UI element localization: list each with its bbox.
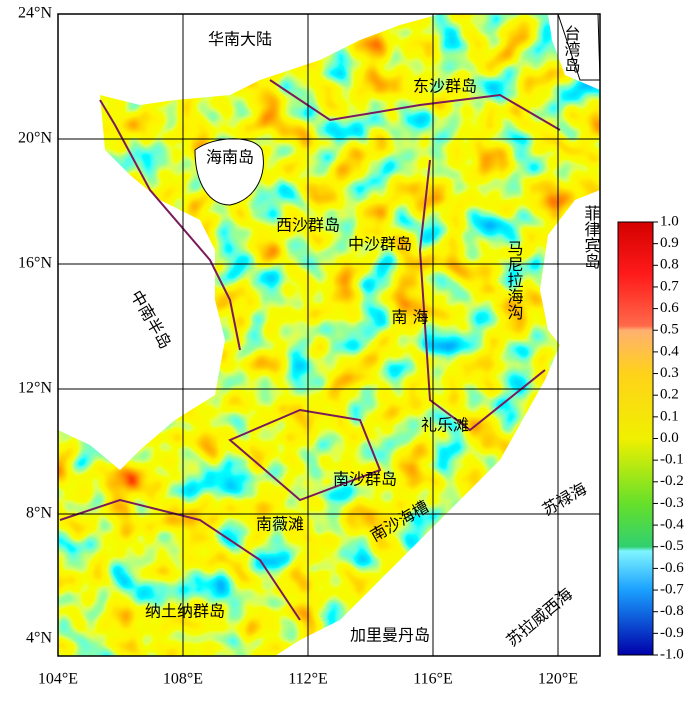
colorbar-label: -1.0 [660, 646, 684, 662]
place-label: 华南大陆 [208, 30, 272, 49]
colorbar-label: 0.2 [660, 387, 679, 403]
place-label: 菲律宾岛 [582, 205, 601, 270]
colorbar-label: -0.9 [660, 625, 684, 641]
lat-label: 12°N [18, 380, 52, 397]
place-label: 东沙群岛 [413, 77, 477, 96]
colorbar-label: -0.4 [660, 517, 684, 533]
graticule [58, 14, 600, 656]
colorbar-label: -0.7 [660, 581, 684, 597]
colorbar-label: -0.6 [660, 560, 684, 576]
colorbar-label: 0.4 [660, 343, 679, 359]
colorbar-label: -0.1 [660, 452, 684, 468]
colorbar-label: -0.8 [660, 603, 684, 619]
map-frame [57, 13, 601, 657]
place-label: 南薇滩 [256, 515, 304, 534]
place-label: 中沙群岛 [348, 235, 412, 254]
place-label: 海南岛 [206, 148, 254, 167]
colorbar-label: 0.8 [660, 257, 679, 273]
place-label: 中南半岛 [127, 287, 175, 352]
colorbar-label: 0.0 [660, 430, 679, 446]
lat-label: 8°N [26, 505, 52, 522]
lon-label: 104°E [38, 671, 78, 688]
place-label: 苏拉威西海 [503, 584, 577, 650]
lat-label: 24°N [18, 5, 52, 22]
field [58, 14, 600, 656]
lon-label: 108°E [163, 671, 203, 688]
lon-label: 120°E [538, 671, 578, 688]
colorbar-label: 0.5 [660, 322, 679, 338]
lat-label: 4°N [26, 630, 52, 647]
place-label: 西沙群岛 [276, 216, 340, 235]
colorbar-label: -0.3 [660, 495, 684, 511]
colorbar-label: 0.1 [660, 408, 679, 424]
lon-label: 116°E [413, 671, 453, 688]
colorbar-label: 0.6 [660, 300, 679, 316]
place-label: 纳土纳群岛 [145, 602, 225, 621]
colorbar-label: -0.2 [660, 473, 684, 489]
correlation-field [58, 14, 600, 656]
place-label: 南沙群岛 [333, 470, 397, 489]
place-label: 台湾岛 [562, 25, 581, 74]
colorbar-label: 0.3 [660, 365, 679, 381]
colorbar-label: 0.9 [660, 235, 679, 251]
place-label: 苏禄海 [539, 479, 590, 519]
lat-label: 20°N [18, 130, 52, 147]
lat-label: 16°N [18, 255, 52, 272]
colorbar-label: 0.7 [660, 278, 679, 294]
lon-label: 112°E [288, 671, 328, 688]
colorbar-label: 1.0 [660, 213, 679, 229]
boundaries [59, 79, 561, 621]
place-label: 加里曼丹岛 [350, 626, 430, 645]
colorbar [617, 221, 654, 656]
place-label: 马尼拉海沟 [505, 240, 524, 321]
place-label: 礼乐滩 [421, 416, 469, 435]
colorbar-label: -0.5 [660, 538, 684, 554]
place-label: 南 海 [391, 308, 428, 327]
